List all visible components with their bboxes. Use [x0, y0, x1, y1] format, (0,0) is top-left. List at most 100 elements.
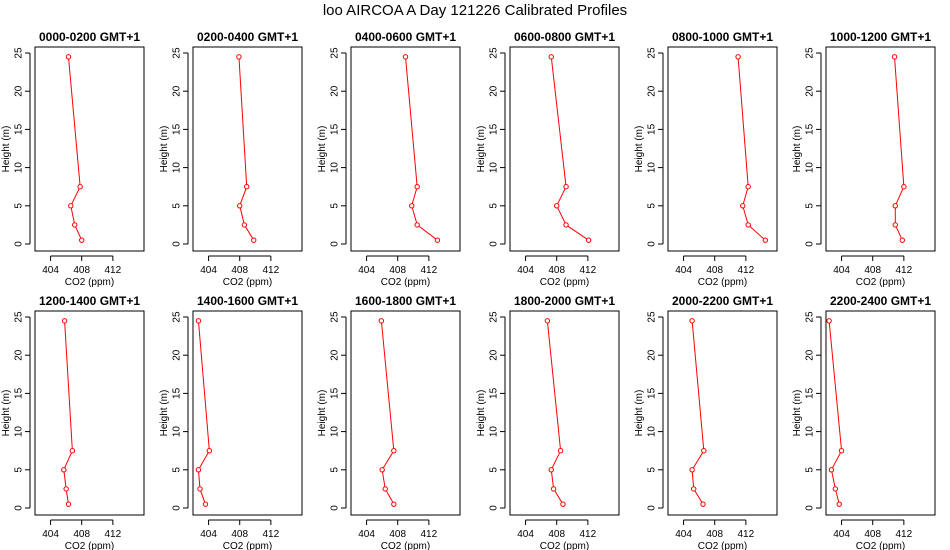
x-tick-label: 412 — [263, 265, 280, 276]
profile-segment — [238, 56, 248, 187]
data-point — [745, 184, 751, 190]
profile-segment — [691, 469, 695, 489]
y-axis-label: Height (m) — [792, 390, 803, 437]
profile-segment — [565, 224, 589, 241]
profile-segment — [199, 488, 206, 505]
x-axis-label: CO2 (ppm) — [698, 541, 747, 550]
y-axis-label: Height (m) — [159, 390, 170, 437]
panel-title: 1600-1800 GMT+1 — [355, 294, 456, 308]
x-tick-label: 408 — [73, 265, 90, 276]
profile-segment — [381, 469, 386, 489]
x-axis-label: CO2 (ppm) — [381, 277, 430, 288]
panel-title: 1000-1200 GMT+1 — [830, 30, 931, 44]
x-tick-label: 412 — [580, 265, 597, 276]
y-tick-label: 10 — [805, 426, 816, 438]
data-point — [690, 486, 697, 492]
x-tick-label: 404 — [517, 265, 534, 276]
data-point — [740, 203, 746, 209]
x-axis-label: CO2 (ppm) — [540, 277, 589, 288]
x-tick-label: 412 — [105, 265, 122, 276]
y-tick-label: 10 — [647, 426, 658, 438]
y-tick-label: 25 — [805, 47, 816, 59]
profile-segment — [197, 320, 210, 451]
y-tick-label: 20 — [489, 85, 500, 97]
y-tick-label: 0 — [172, 241, 183, 247]
data-point — [826, 318, 832, 324]
y-tick-label: 25 — [14, 311, 25, 323]
x-tick-label: 412 — [580, 529, 597, 540]
x-tick-label: 408 — [389, 265, 406, 276]
x-axis-label: CO2 (ppm) — [540, 541, 589, 550]
y-tick-label: 15 — [805, 387, 816, 399]
y-tick-label: 0 — [805, 505, 816, 511]
y-tick-label: 25 — [489, 311, 500, 323]
data-point — [560, 501, 566, 507]
plot-frame — [825, 310, 936, 516]
data-point — [61, 467, 67, 473]
plot-frame — [350, 46, 461, 252]
y-tick-label: 5 — [647, 467, 658, 473]
data-point — [554, 203, 560, 209]
data-point — [434, 237, 441, 243]
panel-title: 1800-2000 GMT+1 — [514, 294, 615, 308]
profile-segment — [380, 320, 395, 451]
panel-title: 0800-1000 GMT+1 — [672, 30, 773, 44]
profile-segment — [67, 56, 81, 187]
figure-title: loo AIRCOA A Day 121226 Calibrated Profi… — [322, 2, 628, 19]
data-point — [202, 501, 209, 507]
y-tick-label: 15 — [172, 123, 183, 135]
profile-segment — [556, 205, 567, 226]
y-tick-label: 5 — [489, 203, 500, 209]
panel-1: 0200-0400 GMT+1 0 5 10 15 20 25 Height (m) 404 40… — [159, 30, 303, 288]
x-tick-label: 408 — [548, 529, 565, 540]
y-tick-label: 25 — [489, 47, 500, 59]
profile-segment — [74, 224, 83, 241]
x-tick-label: 408 — [864, 265, 881, 276]
profile-segment — [70, 205, 76, 225]
x-tick-label: 404 — [675, 529, 692, 540]
data-point — [379, 467, 385, 473]
y-tick-label: 15 — [172, 387, 183, 399]
data-point — [689, 467, 695, 473]
y-tick-label: 20 — [172, 349, 183, 361]
y-axis-label: Height (m) — [1, 390, 12, 437]
y-tick-label: 0 — [172, 505, 183, 511]
x-tick-label: 404 — [833, 265, 850, 276]
x-tick-label: 412 — [421, 265, 438, 276]
panel-10: 2000-2200 GMT+1 0 5 10 15 20 25 Height (m) 404 40… — [634, 294, 778, 550]
y-axis-label: Height (m) — [476, 126, 487, 173]
x-tick-label: 404 — [517, 529, 534, 540]
panel-title: 1200-1400 GMT+1 — [39, 294, 140, 308]
y-axis-label: Height (m) — [792, 126, 803, 173]
profile-segment — [693, 488, 704, 505]
data-point — [745, 222, 751, 228]
y-tick-label: 25 — [330, 311, 341, 323]
x-tick-label: 404 — [42, 529, 59, 540]
x-axis-label: CO2 (ppm) — [65, 277, 114, 288]
y-tick-label: 25 — [14, 47, 25, 59]
data-point — [836, 501, 842, 507]
data-point — [79, 237, 85, 243]
x-axis-label: CO2 (ppm) — [65, 541, 114, 550]
y-axis-label: Height (m) — [634, 390, 645, 437]
y-tick-label: 0 — [647, 241, 658, 247]
profile-segment — [550, 56, 567, 187]
y-tick-label: 10 — [647, 162, 658, 174]
y-tick-label: 25 — [330, 47, 341, 59]
y-axis-label: Height (m) — [476, 390, 487, 437]
y-tick-label: 5 — [14, 203, 25, 209]
x-axis-label: CO2 (ppm) — [381, 541, 430, 550]
plot-frame — [825, 46, 936, 252]
y-tick-label: 5 — [14, 467, 25, 473]
y-tick-label: 5 — [172, 467, 183, 473]
profile-segment — [691, 450, 705, 471]
data-point — [544, 318, 551, 324]
panel-7: 1400-1600 GMT+1 0 5 10 15 20 25 Height (m) 404 40… — [159, 294, 303, 550]
y-tick-label: 20 — [14, 85, 25, 97]
y-tick-label: 5 — [330, 467, 341, 473]
data-point — [550, 486, 557, 492]
profile-segment — [550, 469, 555, 489]
y-tick-label: 10 — [14, 426, 25, 438]
profile-segment — [64, 320, 73, 451]
